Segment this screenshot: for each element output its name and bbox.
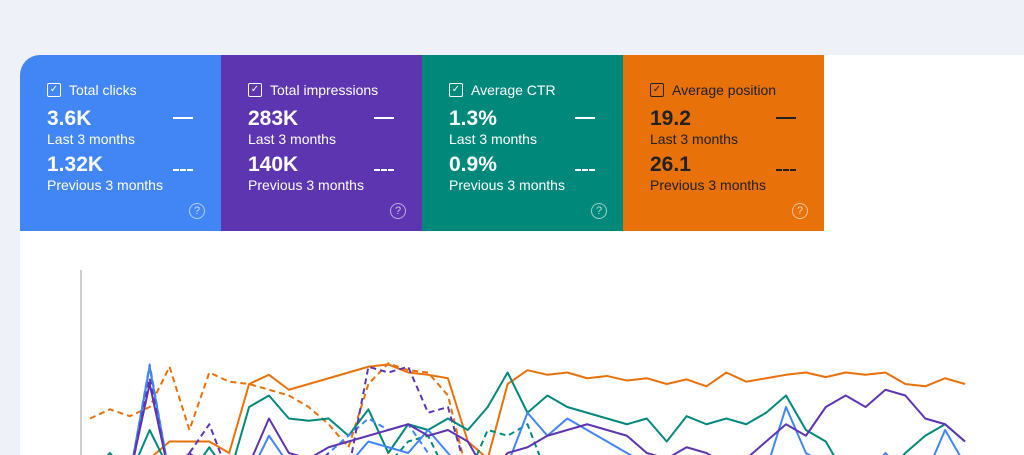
- metric-label: Average position: [672, 82, 776, 98]
- metric-tile-total-impressions[interactable]: ✓ Total impressions 283K Last 3 months 14…: [221, 55, 422, 231]
- dashed-line-legend-icon: [374, 169, 394, 171]
- metric-label: Average CTR: [471, 82, 556, 98]
- checkbox-checked-icon[interactable]: ✓: [650, 83, 664, 97]
- dashed-line-legend-icon: [776, 169, 796, 171]
- previous-value: 1.32K: [47, 154, 221, 176]
- previous-value: 0.9%: [449, 154, 623, 176]
- previous-period-label: Previous 3 months: [449, 176, 623, 194]
- metric-header[interactable]: ✓ Total impressions: [248, 81, 422, 99]
- performance-chart: [20, 231, 1024, 455]
- solid-line-legend-icon: [173, 117, 193, 119]
- solid-line-legend-icon: [575, 117, 595, 119]
- previous-value: 26.1: [650, 154, 824, 176]
- help-icon[interactable]: ?: [591, 203, 607, 219]
- help-icon[interactable]: ?: [792, 203, 808, 219]
- current-period-label: Last 3 months: [449, 130, 623, 148]
- series-line-impressions-current: [90, 384, 965, 455]
- current-period-label: Last 3 months: [248, 130, 422, 148]
- metric-header[interactable]: ✓ Total clicks: [47, 81, 221, 99]
- solid-line-legend-icon: [776, 117, 796, 119]
- current-value: 3.6K: [47, 108, 221, 130]
- metric-label: Total clicks: [69, 82, 137, 98]
- solid-line-legend-icon: [374, 117, 394, 119]
- metric-header[interactable]: ✓ Average position: [650, 81, 824, 99]
- previous-period-label: Previous 3 months: [248, 176, 422, 194]
- current-value: 1.3%: [449, 108, 623, 130]
- metric-tile-total-clicks[interactable]: ✓ Total clicks 3.6K Last 3 months 1.32K P…: [20, 55, 221, 231]
- performance-card: ✓ Total clicks 3.6K Last 3 months 1.32K P…: [20, 55, 1024, 455]
- current-period-label: Last 3 months: [650, 130, 824, 148]
- previous-period-label: Previous 3 months: [47, 176, 221, 194]
- previous-value: 140K: [248, 154, 422, 176]
- checkbox-checked-icon[interactable]: ✓: [449, 83, 463, 97]
- dashed-line-legend-icon: [173, 169, 193, 171]
- metric-tiles: ✓ Total clicks 3.6K Last 3 months 1.32K P…: [20, 55, 1024, 231]
- current-period-label: Last 3 months: [47, 130, 221, 148]
- checkbox-checked-icon[interactable]: ✓: [248, 83, 262, 97]
- dashed-line-legend-icon: [575, 169, 595, 171]
- help-icon[interactable]: ?: [390, 203, 406, 219]
- checkbox-checked-icon[interactable]: ✓: [47, 83, 61, 97]
- metric-label: Total impressions: [270, 82, 378, 98]
- help-icon[interactable]: ?: [189, 203, 205, 219]
- metric-header[interactable]: ✓ Average CTR: [449, 81, 623, 99]
- current-value: 19.2: [650, 108, 824, 130]
- metric-tile-average-position[interactable]: ✓ Average position 19.2 Last 3 months 26.…: [623, 55, 824, 231]
- metric-tile-average-ctr[interactable]: ✓ Average CTR 1.3% Last 3 months 0.9% Pre…: [422, 55, 623, 231]
- current-value: 283K: [248, 108, 422, 130]
- previous-period-label: Previous 3 months: [650, 176, 824, 194]
